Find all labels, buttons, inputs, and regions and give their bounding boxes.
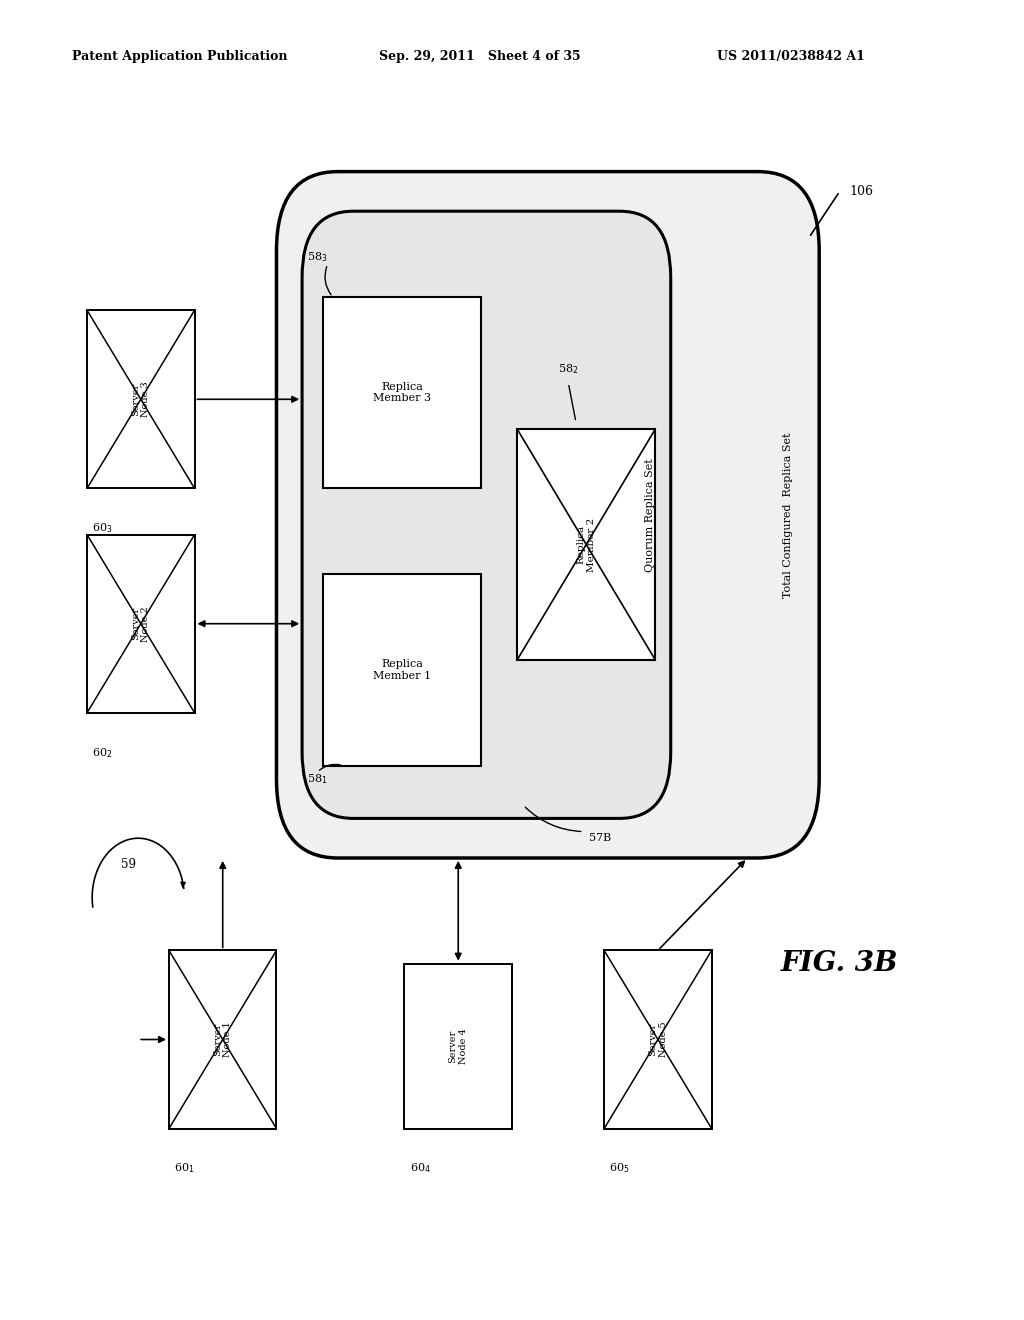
Text: 58$_3$: 58$_3$ [307,251,328,264]
Text: US 2011/0238842 A1: US 2011/0238842 A1 [717,50,864,63]
Bar [323,297,481,488]
Text: 60$_5$: 60$_5$ [609,1162,630,1175]
Text: 60$_4$: 60$_4$ [410,1162,430,1175]
Bar [323,574,481,766]
Bar [87,535,195,713]
Text: Quorum Replica Set: Quorum Replica Set [645,458,655,572]
Text: Patent Application Publication: Patent Application Publication [72,50,287,63]
Text: Server
Node 5: Server Node 5 [648,1022,668,1057]
Text: Server
Node 4: Server Node 4 [449,1028,468,1064]
Bar [87,310,195,488]
Bar [404,964,512,1129]
Text: 60$_3$: 60$_3$ [92,521,113,535]
Bar [169,950,276,1129]
FancyBboxPatch shape [276,172,819,858]
Text: Replica
Member 3: Replica Member 3 [373,381,431,404]
Text: Server
Node 3: Server Node 3 [131,381,151,417]
Text: 58$_1$: 58$_1$ [307,772,328,785]
Text: Replica
Member 1: Replica Member 1 [373,659,431,681]
Text: 58$_2$: 58$_2$ [558,363,579,376]
Text: 60$_2$: 60$_2$ [92,746,113,759]
Text: 60$_1$: 60$_1$ [174,1162,195,1175]
Text: Sep. 29, 2011   Sheet 4 of 35: Sep. 29, 2011 Sheet 4 of 35 [379,50,581,63]
Text: 57B: 57B [589,833,611,843]
Text: Replica
Member 2: Replica Member 2 [577,517,596,572]
Text: 106: 106 [850,185,873,198]
Text: Server
Node 2: Server Node 2 [131,606,151,642]
Bar [517,429,655,660]
Text: FIG. 3B: FIG. 3B [781,950,898,977]
Text: Total Configured  Replica Set: Total Configured Replica Set [783,432,794,598]
FancyBboxPatch shape [302,211,671,818]
Bar [604,950,712,1129]
Text: 59: 59 [121,858,135,871]
Text: Server
Node 1: Server Node 1 [213,1022,232,1057]
